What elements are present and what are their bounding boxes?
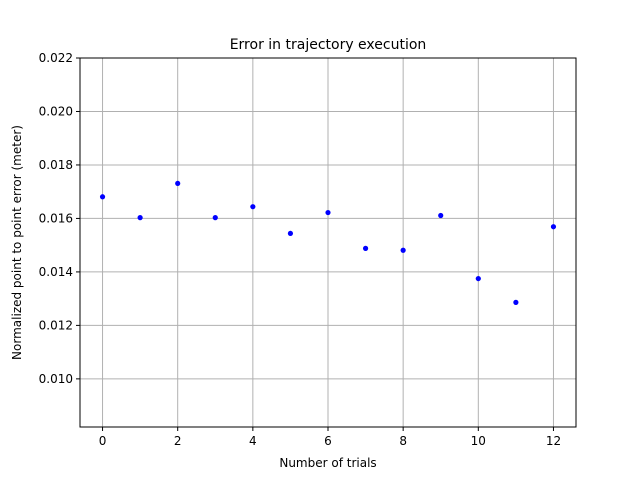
x-tick-label: 0 [99,434,107,448]
y-tick-label: 0.016 [39,211,73,225]
data-point [99,194,106,200]
chart-title: Error in trajectory execution [230,37,427,53]
x-tick-label: 4 [249,434,257,448]
y-tick-label: 0.010 [39,372,73,386]
data-point [400,247,406,253]
data-point [475,275,481,282]
data-point [325,209,331,216]
data-point [137,215,143,221]
y-tick-label: 0.014 [39,265,73,279]
y-tick-label: 0.022 [39,51,73,65]
x-axis-label: Number of trials [279,456,376,470]
x-tick-label: 6 [324,434,332,448]
y-tick-label: 0.012 [39,318,73,332]
data-point [287,230,294,237]
axis-ticks: 0 2 4 6 8 10 12 0.010 0.012 0.014 0.016 0.018 0.020 0… [39,51,561,448]
x-tick-label: 10 [471,434,486,448]
data-point [550,224,557,230]
data-point [212,215,218,221]
data-point [438,212,444,219]
y-tick-label: 0.018 [39,158,73,172]
x-tick-label: 12 [546,434,561,448]
data-point [175,180,181,187]
y-axis-label: Normalized point to point error (meter) [10,125,24,360]
data-points [99,180,557,305]
data-point [362,245,369,251]
data-point [513,299,519,305]
x-tick-label: 2 [174,434,182,448]
data-point [250,204,256,210]
x-tick-label: 8 [399,434,407,448]
y-tick-label: 0.020 [39,104,73,118]
